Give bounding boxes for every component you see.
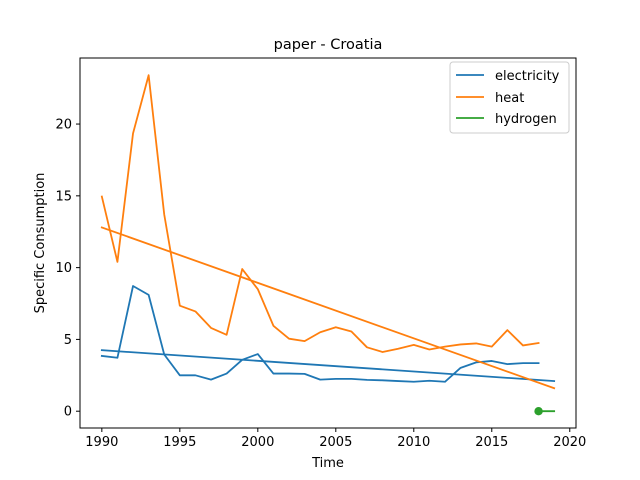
y-tick-label: 10 — [55, 261, 72, 276]
y-axis-label: Specific Consumption — [33, 173, 48, 314]
plot-area — [100, 74, 556, 416]
x-tick-label: 2010 — [397, 435, 430, 450]
legend-label-hydrogen: hydrogen — [495, 112, 557, 127]
series-line-electricity — [100, 285, 540, 383]
legend-label-electricity: electricity — [495, 69, 560, 84]
axes-frame — [79, 57, 577, 429]
legend-box — [449, 61, 570, 134]
y-tick-label: 0 — [64, 405, 72, 420]
x-tick-label: 1990 — [85, 435, 118, 450]
x-tick-label: 1995 — [163, 435, 196, 450]
y-tick-label: 5 — [64, 333, 72, 348]
series-line-electricity-trend — [100, 349, 556, 383]
x-axis: 1990 1995 2000 2005 2010 2015 2020 — [85, 428, 586, 450]
x-tick-label: 2015 — [475, 435, 508, 450]
chart-title: paper - Croatia — [274, 37, 383, 53]
y-axis: 0 5 10 15 20 — [55, 118, 80, 420]
series-line-heat — [100, 74, 540, 353]
x-tick-label: 2020 — [553, 435, 586, 450]
x-tick-label: 2000 — [241, 435, 274, 450]
x-axis-label: Time — [311, 456, 344, 471]
x-tick-label: 2005 — [319, 435, 352, 450]
legend: electricity heat hydrogen — [449, 61, 570, 134]
y-tick-label: 15 — [55, 189, 72, 204]
legend-label-heat: heat — [495, 91, 524, 106]
y-tick-label: 20 — [55, 118, 72, 133]
series-line-heat-trend — [100, 226, 556, 390]
